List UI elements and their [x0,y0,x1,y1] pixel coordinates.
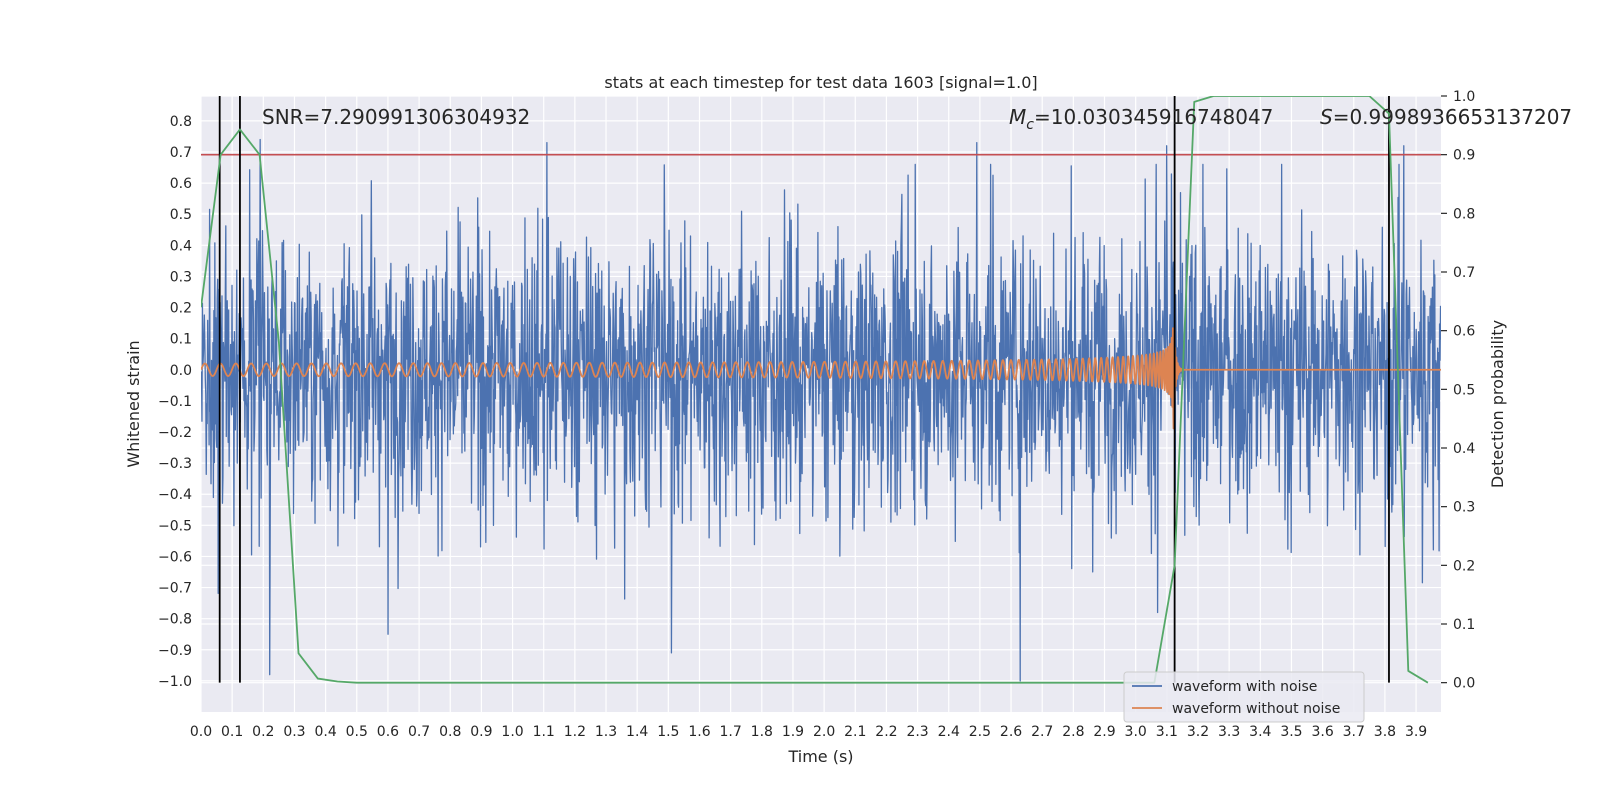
y-tick-label: −0.5 [158,518,192,534]
x-tick-label: 2.9 [1093,724,1115,740]
x-tick-label: 1.2 [564,724,586,740]
x-tick-label: 3.1 [1156,724,1178,740]
y-right-tick-label: 0.8 [1453,206,1475,222]
x-tick-label: 3.5 [1280,724,1302,740]
chirp-mass-symbol: M [1009,105,1026,129]
y-tick-label: 0.2 [170,301,192,317]
x-tick-label: 3.9 [1405,724,1427,740]
x-tick-label: 2.7 [1031,724,1053,740]
x-tick-label: 1.5 [657,724,679,740]
y-tick-label: 0.1 [170,332,192,348]
y-tick-label: 0.8 [170,114,192,130]
x-tick-label: 1.7 [720,724,742,740]
y-tick-label: 0.4 [170,238,192,254]
series-detection-probability [201,96,1429,684]
y-tick-label: −0.1 [158,394,192,410]
x-tick-label: 2.8 [1062,724,1084,740]
score-annotation: S=0.9998936653137207 [1320,105,1572,129]
y-axis-right-label: Detection probability [1488,320,1507,488]
x-tick-label: 1.1 [533,724,555,740]
y-tick-label: −0.8 [158,612,192,628]
x-tick-label: 0.3 [283,724,305,740]
y-tick-label: −0.7 [158,581,192,597]
y-tick-label: −0.4 [158,487,192,503]
x-tick-label: 3.0 [1125,724,1147,740]
y-right-tick-label: 0.9 [1453,148,1475,164]
legend-box [1123,671,1365,723]
y-tick-label: 0.3 [170,269,192,285]
y-right-tick-label: 0.1 [1453,617,1475,633]
y-right-tick-label: 0.7 [1453,265,1475,281]
x-tick-label: 3.6 [1311,724,1333,740]
y-tick-label: 0.7 [170,145,192,161]
x-tick-label: 3.3 [1218,724,1240,740]
legend: waveform with noise waveform without noi… [1123,671,1365,723]
score-value: =0.9998936653137207 [1333,105,1572,129]
series-layer [201,96,1441,684]
x-tick-label: 2.3 [906,724,928,740]
x-tick-label: 0.9 [470,724,492,740]
x-tick-label: 2.1 [844,724,866,740]
x-tick-label: 1.3 [595,724,617,740]
x-tick-label: 2.6 [1000,724,1022,740]
x-tick-label: 0.8 [439,724,461,740]
y-right-tick-label: 0.0 [1453,676,1475,692]
x-tick-label: 1.6 [688,724,710,740]
y-right-tick-label: 0.6 [1453,324,1475,340]
snr-annotation: SNR=7.290991306304932 [262,105,530,129]
y-axis-label: Whitened strain [124,340,143,467]
y-right-tick-label: 0.2 [1453,558,1475,574]
chirp-mass-value: =10.030345916748047 [1034,105,1273,129]
x-tick-label: 3.4 [1249,724,1271,740]
plot-area [201,96,1441,712]
x-tick-label: 1.8 [751,724,773,740]
x-tick-label: 0.4 [314,724,336,740]
series-waveform-with-noise [201,138,1441,682]
x-tick-label: 2.0 [813,724,835,740]
chirp-mass-annotation: Mc=10.030345916748047 [1009,105,1273,133]
y-right-tick-label: 1.0 [1453,89,1475,105]
x-tick-label: 2.4 [938,724,960,740]
legend-label-clean: waveform without noise [1172,701,1340,717]
ticks: 0.0 0.1 0.2 0.3 0.4 0.5 0.6 0.7 0.8 0.9 1.0 1.1 1.2 1… [158,89,1475,740]
y-right-tick-label: 0.5 [1453,382,1475,398]
x-tick-label: 3.8 [1374,724,1396,740]
y-tick-label: 0.6 [170,176,192,192]
y-right-tick-label: 0.3 [1453,500,1475,516]
x-tick-label: 1.4 [626,724,648,740]
y-tick-label: 0.0 [170,363,192,379]
series-waveform-without-noise [201,327,1441,430]
y-tick-label: −0.6 [158,549,192,565]
x-tick-label: 2.2 [875,724,897,740]
x-tick-label: 1.0 [501,724,523,740]
y-tick-label: −1.0 [158,674,192,690]
y-tick-label: −0.2 [158,425,192,441]
x-tick-label: 0.7 [408,724,430,740]
x-tick-label: 3.2 [1187,724,1209,740]
score-symbol: S [1320,105,1333,129]
chart-title: stats at each timestep for test data 160… [604,73,1037,92]
y-tick-label: −0.9 [158,643,192,659]
x-tick-label: 0.1 [221,724,243,740]
x-tick-label: 0.6 [377,724,399,740]
y-right-tick-label: 0.4 [1453,441,1475,457]
y-tick-label: −0.3 [158,456,192,472]
chirp-mass-subscript: c [1026,117,1034,133]
x-tick-label: 1.9 [782,724,804,740]
x-tick-label: 0.5 [346,724,368,740]
x-tick-label: 3.7 [1343,724,1365,740]
legend-label-noise: waveform with noise [1172,679,1317,695]
x-tick-label: 0.2 [252,724,274,740]
x-axis-label: Time (s) [787,747,853,766]
y-tick-label: 0.5 [170,207,192,223]
x-tick-label: 0.0 [190,724,212,740]
x-tick-label: 2.5 [969,724,991,740]
